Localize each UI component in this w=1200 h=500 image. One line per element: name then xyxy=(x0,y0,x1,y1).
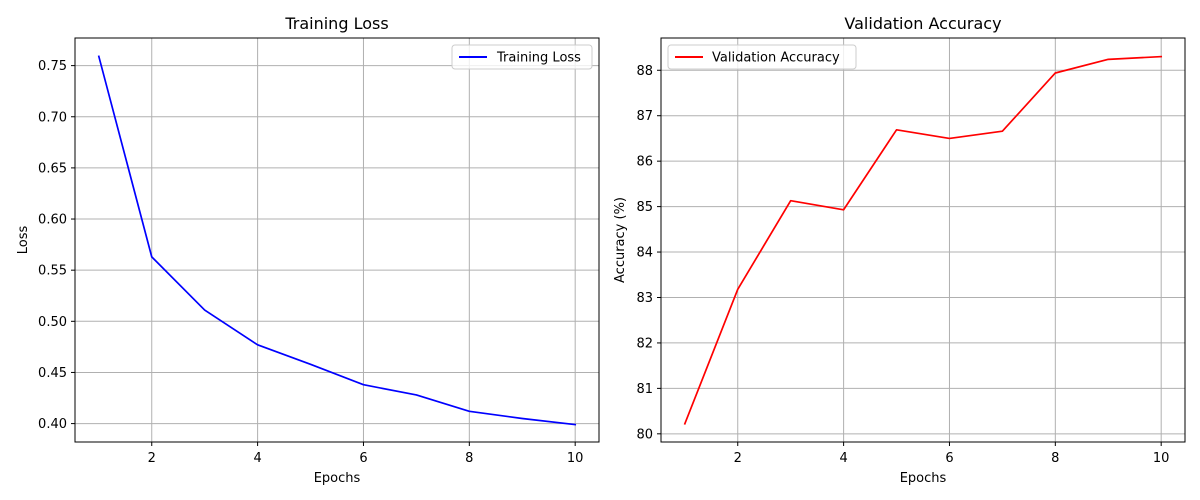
axes-frame xyxy=(74,37,600,443)
chart-title: Validation Accuracy xyxy=(844,14,1001,33)
x-tick-label: 2 xyxy=(734,451,742,466)
y-tick-label: 83 xyxy=(636,291,653,306)
axes-frame xyxy=(660,37,1186,443)
y-tick-label: 0.75 xyxy=(38,59,67,74)
x-tick-label: 2 xyxy=(148,451,156,466)
x-tick-label: 4 xyxy=(839,451,847,466)
x-tick-label: 8 xyxy=(465,451,473,466)
y-tick-label: 86 xyxy=(636,155,653,170)
x-tick-label: 8 xyxy=(1051,451,1059,466)
y-tick-label: 0.65 xyxy=(38,161,67,176)
chart-title: Training Loss xyxy=(284,14,388,33)
legend-box xyxy=(451,44,593,70)
y-axis-label: Loss xyxy=(16,226,31,255)
x-tick-label: 6 xyxy=(945,451,953,466)
legend-label: Training Loss xyxy=(496,51,581,66)
validation-accuracy-chart: 2 4 6 8 10 80 81 82 83 84 85 86 87 88 Validation Acc… xyxy=(613,14,1186,486)
y-axis-label: Accuracy (%) xyxy=(613,197,628,283)
y-tick-label: 0.60 xyxy=(38,213,67,228)
y-tick-label: 80 xyxy=(636,427,653,442)
x-tick-label: 10 xyxy=(567,451,584,466)
legend-box xyxy=(667,44,857,70)
x-axis-label: Epochs xyxy=(314,471,361,486)
x-axis-label: Epochs xyxy=(900,471,947,486)
y-tick-label: 0.40 xyxy=(38,417,67,432)
x-tick-label: 4 xyxy=(253,451,261,466)
y-tick-label: 82 xyxy=(636,336,653,351)
y-tick-label: 84 xyxy=(636,246,653,261)
y-tick-label: 0.55 xyxy=(38,264,67,279)
x-tick-label: 6 xyxy=(359,451,367,466)
y-tick-label: 0.70 xyxy=(38,110,67,125)
y-tick-label: 85 xyxy=(636,200,653,215)
legend: Training Loss xyxy=(451,44,593,70)
y-tick-label: 81 xyxy=(636,382,653,397)
y-tick-label: 88 xyxy=(636,64,653,79)
x-tick-label: 10 xyxy=(1153,451,1170,466)
y-tick-label: 0.45 xyxy=(38,366,67,381)
y-tick-label: 0.50 xyxy=(38,315,67,330)
y-tick-label: 87 xyxy=(636,109,653,124)
legend: Validation Accuracy xyxy=(667,44,857,70)
series-line xyxy=(683,55,1163,425)
training-loss-chart: 2 4 6 8 10 0.400.450.500.550.600.650.700.75 … xyxy=(16,14,600,486)
series-line xyxy=(97,55,577,426)
legend-label: Validation Accuracy xyxy=(712,51,840,66)
